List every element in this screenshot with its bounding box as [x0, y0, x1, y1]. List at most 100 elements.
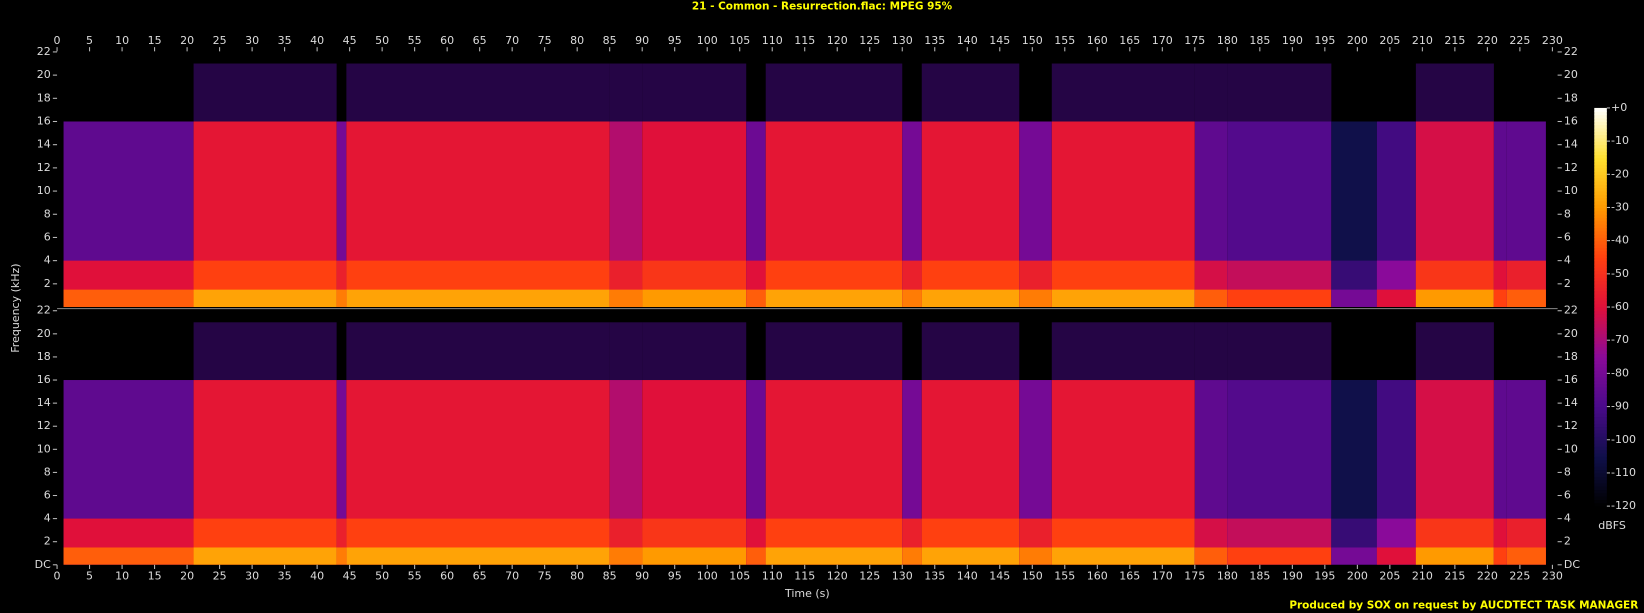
x-tick-label: 140 — [957, 34, 978, 47]
spectral-band — [1194, 322, 1228, 381]
colorbar-tick-label: -40 — [1611, 234, 1629, 247]
spectral-band — [921, 547, 1020, 565]
y-tick-label: 8 — [44, 465, 51, 478]
spectral-band — [642, 63, 747, 122]
colorbar-segment — [1594, 426, 1607, 431]
y-tick-label: 4 — [44, 254, 51, 267]
spectral-band — [63, 289, 194, 308]
colorbar-segment — [1594, 257, 1607, 262]
x-tick-label: 210 — [1412, 34, 1433, 47]
x-tick-label: 170 — [1152, 569, 1173, 582]
spectral-band — [346, 547, 610, 565]
y-tick-label: 16 — [1564, 373, 1578, 386]
colorbar-tick-label: -100 — [1611, 433, 1636, 446]
colorbar-tick-label: -10 — [1611, 134, 1629, 147]
colorbar-segment — [1594, 134, 1607, 139]
colorbar-segment — [1594, 360, 1607, 364]
colorbar-segment — [1594, 197, 1607, 202]
colorbar-segment — [1594, 177, 1607, 182]
x-tick-label: 115 — [794, 569, 815, 582]
colorbar-segment — [1594, 107, 1607, 112]
spectral-band — [746, 289, 766, 308]
colorbar-segment — [1594, 449, 1607, 454]
colorbar-segment — [1594, 479, 1607, 484]
spectral-band — [765, 289, 903, 308]
colorbar-segment — [1594, 137, 1607, 142]
spectral-band — [609, 289, 643, 308]
spectral-band — [1331, 547, 1377, 565]
colorbar-segment — [1594, 263, 1607, 268]
x-tick-label: 65 — [473, 569, 487, 582]
colorbar-segment — [1594, 131, 1607, 135]
spectral-band — [1019, 547, 1052, 565]
spectral-band — [1415, 63, 1494, 122]
colorbar-segment — [1594, 237, 1607, 242]
spectral-band — [1227, 322, 1332, 381]
colorbar-tick-label: -80 — [1611, 366, 1629, 379]
y-tick-label: 18 — [37, 350, 51, 363]
y-tick-label: 4 — [1564, 512, 1571, 525]
x-tick-label: 200 — [1347, 34, 1368, 47]
colorbar-segment — [1594, 190, 1607, 195]
x-tick-label: 65 — [473, 34, 487, 47]
y-tick-label: 22 — [1564, 304, 1578, 317]
spectral-band — [1051, 322, 1195, 381]
y-tick-label: 20 — [1564, 68, 1578, 81]
x-tick-label: 195 — [1314, 569, 1335, 582]
spectral-band — [921, 322, 1020, 381]
y-tick-label: 6 — [1564, 489, 1571, 502]
spectral-band — [346, 289, 610, 308]
x-tick-label: 225 — [1509, 569, 1530, 582]
spectral-band — [902, 121, 922, 308]
colorbar-segment — [1594, 499, 1607, 504]
x-tick-label: 15 — [148, 34, 162, 47]
y-tick-label: 8 — [44, 207, 51, 220]
x-tick-label: 145 — [989, 34, 1010, 47]
colorbar-tick-label: -50 — [1611, 267, 1629, 280]
colorbar-segment — [1594, 340, 1607, 345]
colorbar-segment — [1594, 187, 1607, 192]
x-tick-label: 80 — [570, 34, 584, 47]
spectral-band — [1051, 63, 1195, 122]
x-tick-label: 30 — [245, 34, 259, 47]
colorbar-segment — [1594, 290, 1607, 295]
x-tick-label: 85 — [603, 569, 617, 582]
spectral-band — [193, 63, 337, 122]
x-tick-label: 120 — [827, 34, 848, 47]
colorbar-segment — [1594, 409, 1607, 414]
spectral-band — [336, 547, 347, 565]
x-tick-label: 35 — [278, 34, 292, 47]
colorbar-segment — [1594, 180, 1607, 185]
colorbar-segment — [1594, 482, 1607, 487]
x-tick-label: 190 — [1282, 34, 1303, 47]
x-tick-label: 155 — [1054, 569, 1075, 582]
colorbar-segment — [1594, 323, 1607, 328]
x-tick-label: 170 — [1152, 34, 1173, 47]
x-tick-label: 20 — [180, 569, 194, 582]
colorbar-segment — [1594, 157, 1607, 162]
x-tick-label: 95 — [668, 34, 682, 47]
colorbar-segment — [1594, 423, 1607, 428]
colorbar-segment — [1594, 486, 1607, 491]
colorbar-segment — [1594, 224, 1607, 228]
colorbar-segment — [1594, 366, 1607, 371]
y-tick-label: 6 — [44, 230, 51, 243]
colorbar-segment — [1594, 310, 1607, 315]
colorbar-segment — [1594, 386, 1607, 391]
x-tick-label: 230 — [1542, 34, 1563, 47]
x-tick-label: 130 — [892, 34, 913, 47]
colorbar-segment — [1594, 147, 1607, 152]
spectral-band — [1051, 289, 1195, 308]
x-tick-label: 0 — [54, 569, 61, 582]
colorbar-segment — [1594, 443, 1607, 447]
x-tick-label: 15 — [148, 569, 162, 582]
colorbar-segment — [1594, 194, 1607, 199]
spectral-band — [642, 547, 747, 565]
colorbar-segment — [1594, 283, 1607, 288]
colorbar-segment — [1594, 307, 1607, 311]
x-tick-label: 190 — [1282, 569, 1303, 582]
colorbar-segment — [1594, 124, 1607, 129]
x-tick-label: 60 — [440, 569, 454, 582]
x-tick-label: 160 — [1087, 34, 1108, 47]
